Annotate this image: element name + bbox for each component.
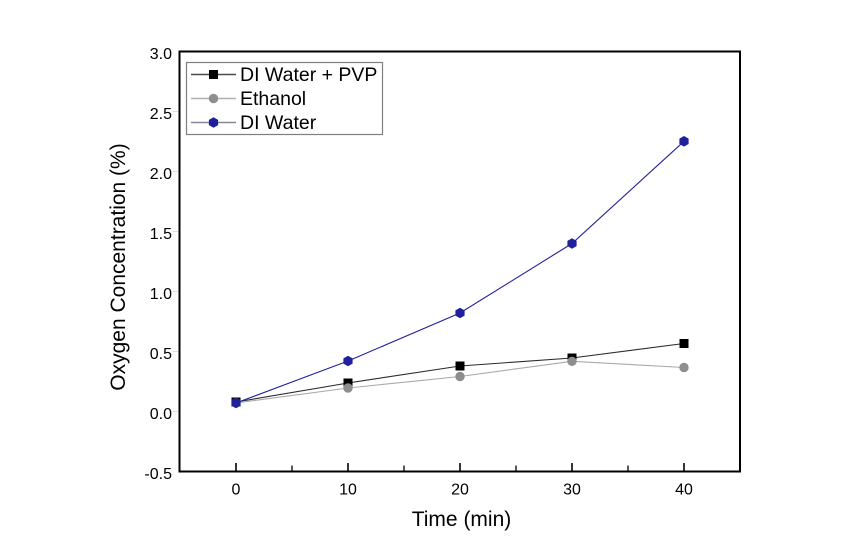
svg-text:20: 20 (451, 482, 469, 499)
svg-text:3.0: 3.0 (150, 46, 172, 63)
svg-text:Ethanol: Ethanol (240, 88, 306, 110)
svg-text:Oxygen Concentration (%): Oxygen Concentration (%) (107, 143, 130, 390)
svg-text:0.0: 0.0 (150, 406, 172, 423)
svg-text:1.5: 1.5 (150, 226, 172, 243)
svg-text:Time (min): Time (min) (412, 508, 512, 531)
svg-text:2.5: 2.5 (150, 106, 172, 123)
svg-text:0.5: 0.5 (150, 346, 172, 363)
svg-text:0: 0 (232, 482, 241, 499)
svg-text:1.0: 1.0 (150, 286, 172, 303)
svg-text:-0.5: -0.5 (144, 466, 172, 483)
svg-text:DI Water + PVP: DI Water + PVP (240, 64, 377, 86)
svg-text:30: 30 (563, 482, 581, 499)
svg-text:40: 40 (675, 482, 693, 499)
svg-text:2.0: 2.0 (150, 166, 172, 183)
svg-text:DI Water: DI Water (240, 112, 317, 134)
svg-text:10: 10 (339, 482, 357, 499)
